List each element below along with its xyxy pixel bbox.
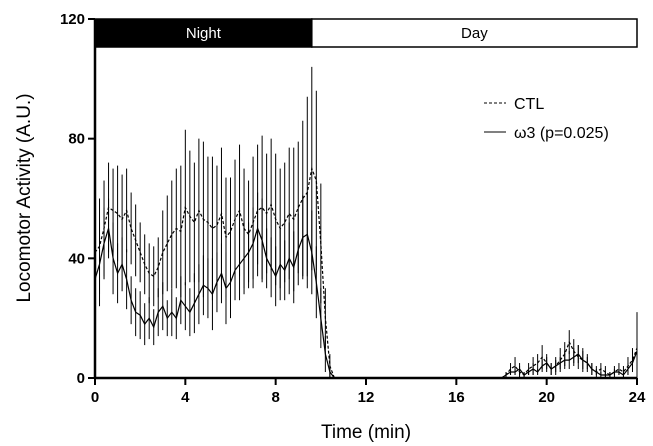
y-ticks: 0 40 80 120 (60, 11, 95, 387)
y-tick-label: 120 (60, 11, 85, 28)
y-axis-title: Locomotor Activity (A.U.) (14, 93, 35, 302)
band-day (311, 18, 638, 48)
x-tick-label: 24 (629, 389, 646, 406)
x-tick-label: 12 (358, 389, 375, 406)
series-layer (94, 66, 638, 379)
y-tick-label: 40 (68, 250, 85, 267)
legend-label-omega3: ω3 (p=0.025) (514, 125, 609, 142)
band-label-night: Night (186, 25, 222, 42)
x-ticks: 0 4 8 12 16 20 24 (91, 378, 646, 406)
x-axis-title: Time (min) (321, 422, 411, 443)
x-tick-label: 8 (271, 389, 279, 406)
x-tick-label: 16 (448, 389, 465, 406)
x-tick-label: 4 (181, 389, 190, 406)
band-group: Night Day (94, 18, 638, 48)
x-tick-label: 20 (538, 389, 555, 406)
x-tick-label: 0 (91, 389, 99, 406)
series-line-omega3 (94, 226, 638, 379)
legend: CTL ω3 (p=0.025) (484, 96, 609, 142)
legend-label-ctl: CTL (514, 96, 544, 113)
y-tick-label: 0 (77, 370, 85, 387)
band-label-day: Day (461, 25, 488, 42)
y-tick-label: 80 (68, 131, 85, 148)
